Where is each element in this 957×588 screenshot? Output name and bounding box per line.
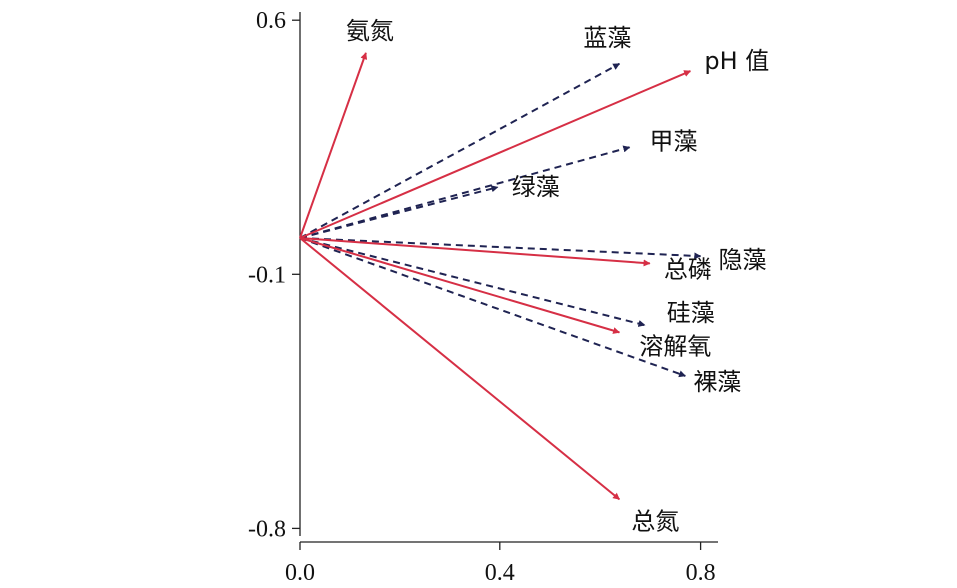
x-tick-label: 0.4: [485, 560, 515, 586]
y-tick-label: -0.1: [248, 262, 286, 288]
species-arrow: [299, 145, 631, 239]
environmental-vectors: [299, 52, 692, 501]
y-tick-label: 0.6: [256, 8, 286, 34]
species-label: 硅藻: [667, 299, 715, 327]
x-tick-label: 0.0: [285, 560, 315, 586]
x-tick-label: 0.8: [686, 560, 716, 586]
species-label: 绿藻: [512, 173, 560, 201]
species-label: 隐藻: [719, 246, 767, 274]
environmental-arrow: [299, 237, 651, 267]
species-label: 甲藻: [650, 127, 698, 155]
axes: 0.6 -0.1 -0.8 0.0 0.4 0.8: [248, 8, 718, 586]
y-tick-label: -0.8: [248, 516, 286, 542]
species-arrow: [299, 237, 686, 378]
environmental-arrow: [299, 52, 368, 239]
environmental-label: 溶解氧: [639, 332, 711, 360]
species-vectors: [299, 62, 702, 378]
environmental-label: 总氮: [631, 507, 679, 535]
environmental-arrow: [299, 237, 621, 334]
species-arrow: [299, 185, 499, 239]
species-arrow: [299, 62, 621, 239]
species-label: 裸藻: [693, 368, 741, 396]
environmental-arrow: [299, 237, 621, 501]
environmental-label: pH 值: [704, 47, 769, 75]
environmental-arrow: [299, 70, 692, 239]
environmental-label: 氨氮: [346, 17, 394, 45]
environmental-label: 总磷: [664, 255, 712, 283]
species-label: 蓝藻: [583, 24, 631, 52]
species-arrow: [299, 237, 702, 260]
